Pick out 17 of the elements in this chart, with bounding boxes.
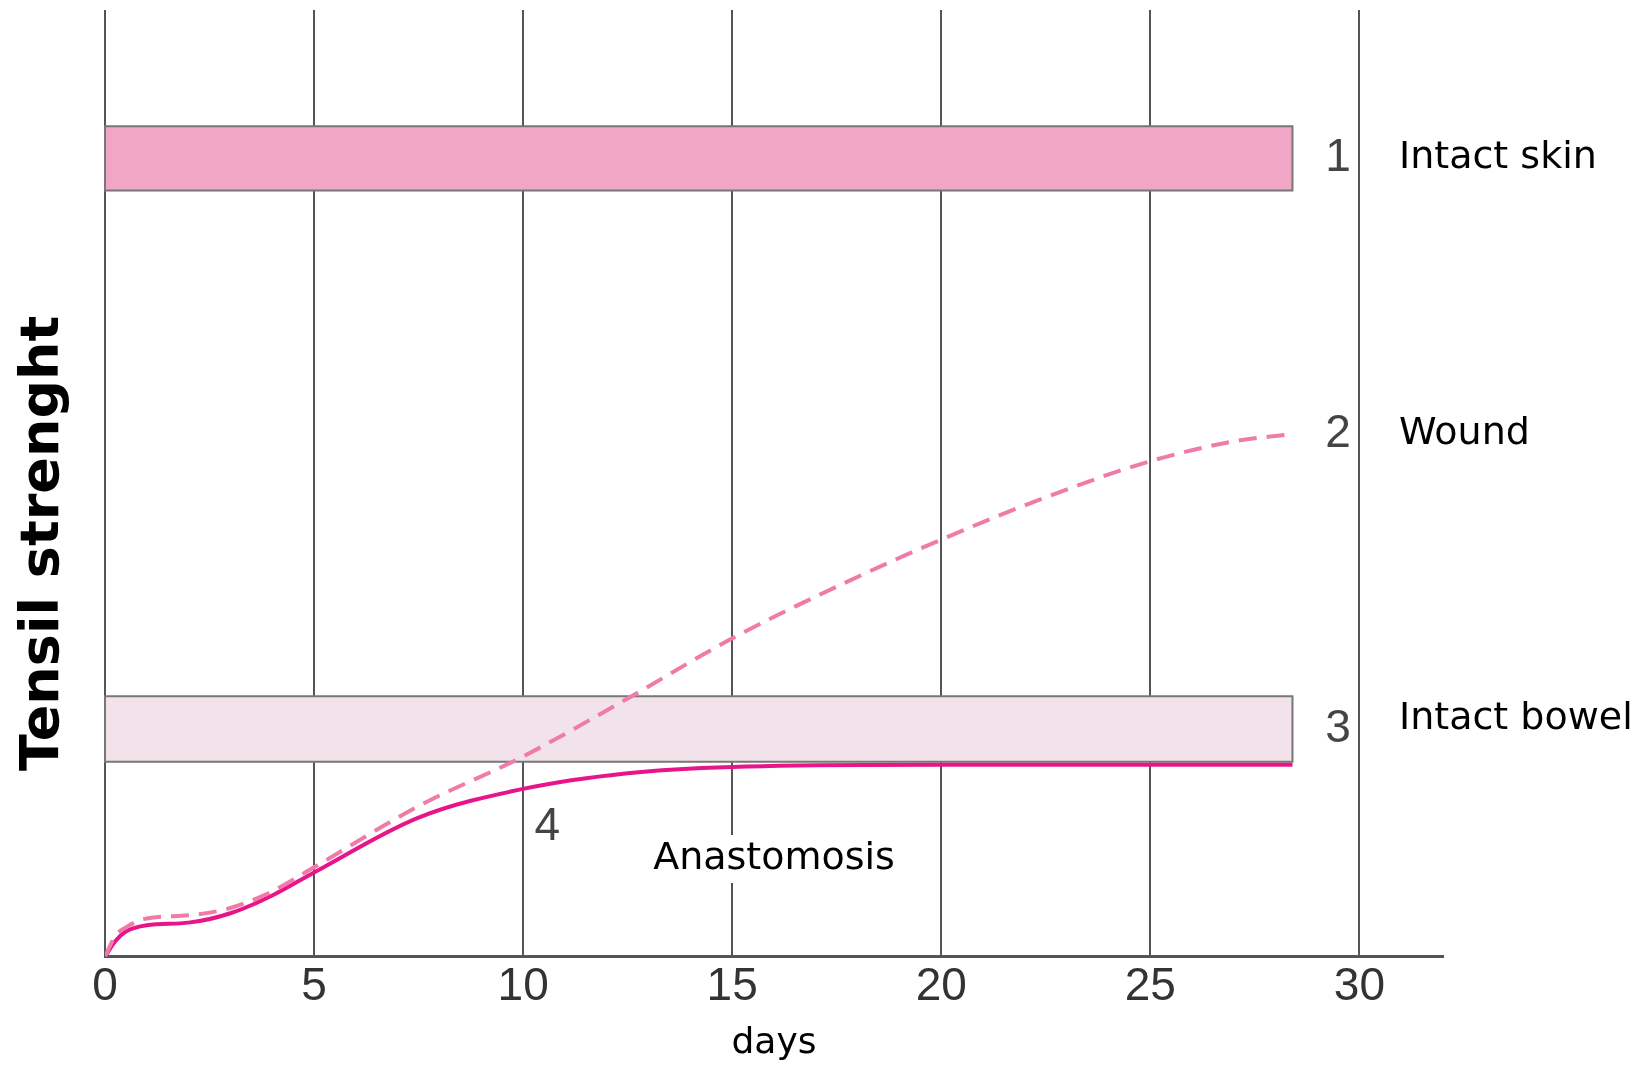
series-label: Anastomosis (653, 833, 895, 878)
band-label: Intact bowel (1399, 693, 1633, 738)
band-label: Intact skin (1399, 133, 1597, 178)
text: Wound (1399, 408, 1530, 453)
x-tick-label: 30 (1333, 957, 1385, 1010)
x-tick-label: 5 (301, 957, 327, 1010)
x-tick-label: 10 (497, 957, 549, 1010)
text: 1 (1325, 129, 1351, 182)
annotation: 2 (1325, 404, 1351, 457)
x-tick-label: 15 (706, 957, 758, 1010)
x-tick-label: 20 (915, 957, 967, 1010)
x-tick-label: 25 (1124, 957, 1176, 1010)
x-axis-title: days (731, 1019, 817, 1061)
annotation: 4 (534, 797, 560, 850)
y-axis-title: Tensil strenght (8, 315, 72, 771)
x-tick-label: 0 (92, 957, 118, 1010)
annotation: 3 (1325, 699, 1351, 752)
